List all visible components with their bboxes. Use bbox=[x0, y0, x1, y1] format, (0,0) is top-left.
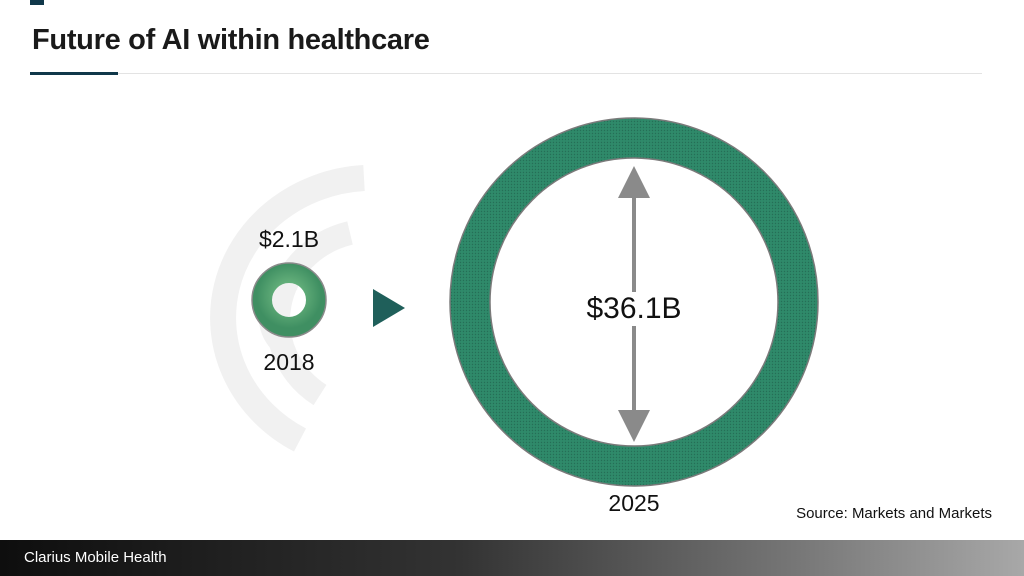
corner-accent-mark bbox=[30, 0, 44, 5]
ring-2018-outline bbox=[251, 262, 327, 338]
ring-2025-inner-outline bbox=[489, 157, 779, 447]
title-accent-bar bbox=[30, 72, 118, 75]
value-label-2018: $2.1B bbox=[258, 226, 320, 252]
ring-2025-outer-outline bbox=[449, 117, 819, 487]
slide-title: Future of AI within healthcare bbox=[32, 24, 430, 56]
value-label-2025: $36.1B bbox=[584, 292, 684, 326]
footer-company-name: Clarius Mobile Health bbox=[24, 549, 167, 566]
source-citation: Source: Markets and Markets bbox=[796, 505, 992, 522]
ring-2018 bbox=[252, 263, 326, 337]
ring-2025 bbox=[450, 118, 818, 486]
concentric-arcs-icon bbox=[210, 165, 365, 452]
title-divider bbox=[30, 73, 982, 74]
year-label-2018: 2018 bbox=[263, 349, 315, 375]
triangle-right-icon bbox=[373, 289, 405, 327]
year-label-2025: 2025 bbox=[608, 490, 660, 516]
footer-bar: Clarius Mobile Health bbox=[0, 540, 1024, 576]
